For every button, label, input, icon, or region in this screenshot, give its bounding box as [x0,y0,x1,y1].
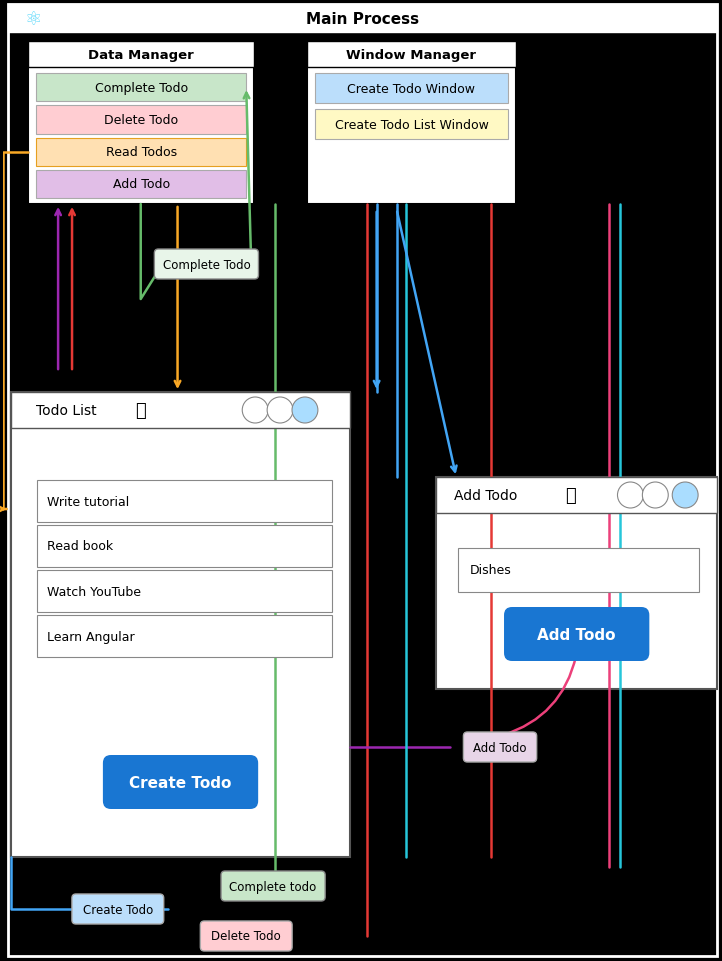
Bar [38,571,332,612]
FancyBboxPatch shape [155,250,258,280]
Bar [315,74,508,104]
Bar [38,480,332,523]
Text: Complete Todo: Complete Todo [95,82,188,94]
FancyBboxPatch shape [103,755,258,809]
Circle shape [267,398,293,424]
Circle shape [243,398,268,424]
Bar [36,170,246,199]
Text: Create Todo: Create Todo [83,902,153,916]
Bar [12,393,349,857]
Circle shape [617,482,643,508]
Text: Read book: Read book [47,540,113,553]
Text: Learn Angular: Learn Angular [47,629,135,643]
Circle shape [292,398,318,424]
Bar [315,110,508,140]
Text: 🌐: 🌐 [565,486,576,505]
Bar [38,615,332,657]
Text: Add Todo: Add Todo [113,178,170,191]
Bar [436,478,717,513]
Text: Main Process: Main Process [306,12,419,27]
Text: Delete Todo: Delete Todo [104,113,178,127]
Text: Data Manager: Data Manager [88,48,194,62]
Bar [36,106,246,135]
Bar [307,42,516,68]
Text: Watch YouTube: Watch YouTube [47,585,142,598]
Text: Create Todo: Create Todo [129,775,232,790]
Bar [12,393,349,429]
Bar [458,549,699,592]
Text: Add Todo: Add Todo [537,627,616,642]
Bar [307,42,516,205]
Text: Complete todo: Complete todo [230,879,317,893]
Circle shape [643,482,669,508]
Bar [28,42,254,205]
Text: Window Manager: Window Manager [347,48,477,62]
Bar [36,138,246,166]
Text: Todo List: Todo List [36,404,96,418]
Text: Read Todos: Read Todos [105,146,177,159]
FancyBboxPatch shape [200,921,292,951]
Circle shape [672,482,698,508]
Text: Complete Todo: Complete Todo [162,259,251,271]
Bar [36,74,246,102]
Text: Add Todo: Add Todo [474,741,527,753]
FancyBboxPatch shape [221,871,325,901]
Bar [436,478,717,689]
Text: Delete Todo: Delete Todo [212,929,281,943]
FancyBboxPatch shape [464,732,536,762]
FancyBboxPatch shape [504,607,649,661]
Text: Create Todo List Window: Create Todo List Window [334,118,488,132]
Bar [9,5,717,33]
Bar [38,526,332,567]
Bar [28,42,254,68]
Text: Write tutorial: Write tutorial [47,495,129,508]
Text: Add Todo: Add Todo [454,488,518,503]
Text: Create Todo Window: Create Todo Window [347,83,476,95]
Text: 🌐: 🌐 [135,402,146,420]
Text: ⚛: ⚛ [25,10,42,29]
FancyBboxPatch shape [72,894,164,924]
Text: Dishes: Dishes [470,564,512,577]
